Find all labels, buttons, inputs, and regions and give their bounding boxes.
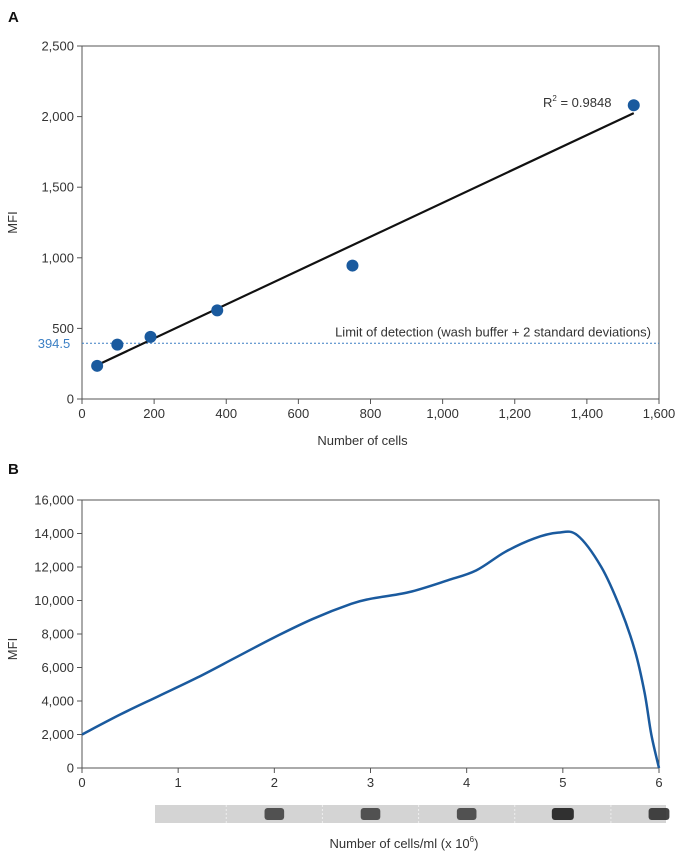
- panel-b-y-axis-label: MFI: [5, 638, 20, 660]
- x-tick-label: 1,200: [498, 406, 531, 421]
- panel-a: A 0 500 1,000 1,500 2,000 2,500 0 200 400 600 800 1…: [5, 9, 675, 448]
- x-tick-label: 2: [271, 775, 278, 790]
- y-tick-label: 2,000: [41, 727, 74, 742]
- x-tick-label: 1,400: [571, 406, 604, 421]
- y-tick-label: 10,000: [34, 593, 74, 608]
- y-tick-label: 4,000: [41, 694, 74, 709]
- panel-b-x-axis-label: Number of cells/ml (x 106): [330, 835, 479, 851]
- data-point: [627, 99, 640, 112]
- y-tick-label: 500: [52, 321, 74, 336]
- x-tick-label: 1,000: [426, 406, 459, 421]
- mfi-curve: [81, 530, 661, 769]
- x-tick-label: 400: [215, 406, 237, 421]
- plot-frame: [81, 499, 660, 769]
- data-point: [144, 330, 157, 343]
- y-tick-label: 12,000: [34, 560, 74, 575]
- x-tick-label: 200: [143, 406, 165, 421]
- y-tick-label: 1,500: [41, 180, 74, 195]
- x-tick-label: 3: [367, 775, 374, 790]
- r-squared-sup: 2: [552, 94, 557, 103]
- blot-band: [360, 808, 381, 820]
- r-squared-value: = 0.9848: [557, 95, 612, 110]
- western-blot-strip: [155, 805, 670, 823]
- panel-a-y-axis-label: MFI: [5, 211, 20, 233]
- data-point: [346, 259, 359, 272]
- blot-band: [551, 808, 574, 820]
- x-tick-label: 0: [78, 406, 85, 421]
- panel-b: B 0 2,000 4,000 6,000 8,000 10,000 12,000 14,00…: [5, 461, 670, 851]
- x-tick-label: 800: [360, 406, 382, 421]
- panel-a-x-axis-label: Number of cells: [317, 433, 408, 448]
- limit-of-detection-label: Limit of detection (wash buffer + 2 stan…: [335, 324, 651, 339]
- y-tick-label: 14,000: [34, 526, 74, 541]
- panel-a-axes: 0 500 1,000 1,500 2,000 2,500 0 200 400 600 800 1,0…: [41, 39, 675, 422]
- y-tick-label: 2,000: [41, 109, 74, 124]
- y-tick-label: 8,000: [41, 627, 74, 642]
- panel-b-axes: 0 2,000 4,000 6,000 8,000 10,000 12,000 14,000 1…: [34, 493, 662, 791]
- blot-background: [155, 805, 666, 823]
- limit-of-detection-value: 394.5: [38, 336, 71, 351]
- data-point: [111, 338, 124, 351]
- panel-a-label: A: [8, 9, 19, 26]
- x-tick-label: 1: [175, 775, 182, 790]
- x-tick-label: 1,600: [643, 406, 675, 421]
- y-tick-label: 0: [67, 392, 74, 407]
- x-tick-label: 4: [463, 775, 470, 790]
- y-tick-label: 2,500: [41, 39, 74, 54]
- blot-band: [456, 808, 477, 820]
- x-tick-label: 0: [78, 775, 85, 790]
- panel-b-x-label-sup: 6: [470, 835, 475, 844]
- x-tick-label: 6: [655, 775, 662, 790]
- r-squared-prefix: R: [543, 95, 552, 110]
- blot-band: [264, 808, 285, 820]
- regression-line: [96, 112, 635, 367]
- data-point: [91, 359, 104, 372]
- y-tick-label: 16,000: [34, 493, 74, 508]
- panel-b-x-label-end: ): [474, 836, 478, 851]
- r-squared-annotation: R2 = 0.9848: [543, 94, 611, 110]
- x-tick-label: 600: [288, 406, 310, 421]
- data-point: [211, 304, 224, 317]
- y-tick-label: 6,000: [41, 660, 74, 675]
- panel-b-label: B: [8, 461, 19, 478]
- y-tick-label: 0: [67, 761, 74, 776]
- y-tick-label: 1,000: [41, 250, 74, 265]
- x-tick-label: 5: [559, 775, 566, 790]
- blot-band: [648, 808, 670, 820]
- panel-a-points: [91, 99, 640, 372]
- panel-b-x-label-main: Number of cells/ml (x 10: [330, 836, 470, 851]
